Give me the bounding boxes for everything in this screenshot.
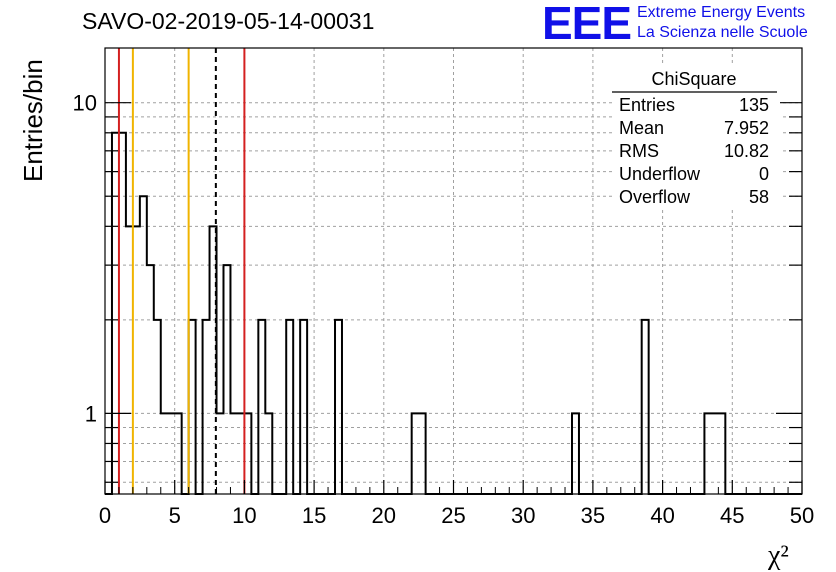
histogram-bin: [286, 320, 293, 494]
histogram-bin: [126, 226, 133, 494]
histogram-bin: [119, 133, 126, 494]
stats-box-rows: Entries 135 Mean 7.952 RMS 10.82 Underflow 0 Ove…: [619, 95, 769, 207]
histogram-bin: [230, 413, 237, 494]
x-tick-label: 45: [720, 503, 744, 528]
y-tick-label: 10: [73, 91, 97, 116]
histogram-bin: [572, 413, 579, 494]
x-tick-label: 20: [372, 503, 396, 528]
histogram-bin: [335, 320, 342, 494]
stats-box-title: ChiSquare: [651, 69, 736, 89]
histogram-bin: [642, 320, 649, 494]
stats-box-background: [612, 64, 780, 210]
stats-row-value: 135: [739, 95, 769, 115]
x-tick-label: 10: [232, 503, 256, 528]
stats-row-value: 10.82: [724, 141, 769, 161]
histogram-bin: [223, 265, 230, 494]
histogram-bin: [718, 413, 725, 494]
x-tick-label: 40: [650, 503, 674, 528]
stats-row-label: RMS: [619, 141, 659, 161]
histogram-bin: [244, 413, 251, 494]
histogram-bin: [161, 413, 168, 494]
x-tick-label: 30: [511, 503, 535, 528]
eee-logo-line2: La Scienza nelle Scuole: [637, 24, 808, 41]
histogram-bin: [265, 413, 272, 494]
histogram-bin: [133, 226, 140, 494]
x-tick-label: 0: [99, 503, 111, 528]
histogram-bin: [154, 320, 161, 494]
x-tick-label: 25: [441, 503, 465, 528]
stats-row-value: 0: [759, 164, 769, 184]
x-tick-label: 35: [581, 503, 605, 528]
eee-logo: EEE: [542, 0, 632, 49]
histogram-bin: [419, 413, 426, 494]
histogram-bin: [140, 196, 147, 494]
histogram-bin: [112, 133, 119, 494]
histogram-bin: [175, 413, 182, 494]
x-tick-label: 50: [790, 503, 814, 528]
histogram-bin: [237, 413, 244, 494]
run-title: SAVO-02-2019-05-14-00031: [82, 8, 375, 34]
stats-row-label: Mean: [619, 118, 664, 138]
histogram-bin: [217, 413, 224, 494]
y-axis-label: Entries/bin: [18, 59, 48, 182]
stats-row-label: Entries: [619, 95, 675, 115]
eee-logo-line1: Extreme Energy Events: [637, 4, 806, 21]
stats-row-value: 58: [749, 187, 769, 207]
stats-row-label: Overflow: [619, 187, 691, 207]
histogram-bin: [412, 413, 419, 494]
stats-row-label: Underflow: [619, 164, 701, 184]
stats-box: ChiSquare Entries 135 Mean 7.952 RMS 10.82 Und…: [612, 64, 780, 210]
y-tick-label: 1: [85, 401, 97, 426]
histogram-bin: [258, 320, 265, 494]
x-tick-label: 5: [169, 503, 181, 528]
x-axis-label: χ²: [767, 540, 789, 571]
stats-row-value: 7.952: [724, 118, 769, 138]
histogram-bin: [168, 413, 175, 494]
marker-lines-layer: [117, 48, 246, 494]
histogram-bin: [203, 320, 210, 494]
histogram-bin: [147, 265, 154, 494]
histogram-bin: [704, 413, 711, 494]
x-tick-label: 15: [302, 503, 326, 528]
histogram-bin: [711, 413, 718, 494]
histogram-bin: [189, 320, 196, 494]
histogram-bin: [300, 320, 307, 494]
axis-ticks-layer: 0 5 10 15 20 25 30 35 40 45 50 1 10: [73, 91, 815, 528]
